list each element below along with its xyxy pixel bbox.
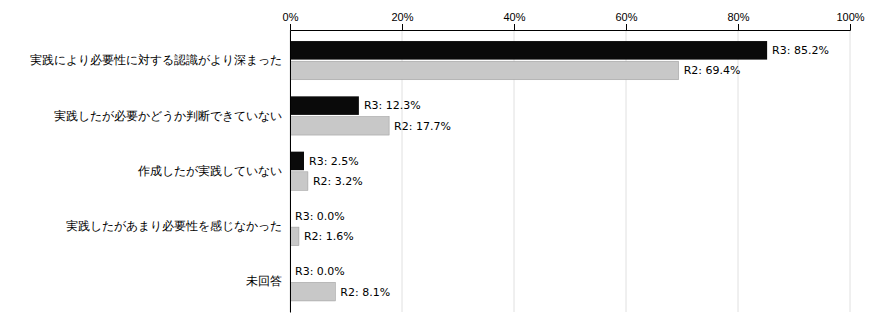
x-tick: 20%	[391, 11, 413, 30]
bar	[290, 96, 359, 115]
data-label: R2: 8.1%	[340, 286, 390, 299]
x-axis: 0% 20% 40% 60% 80% 100%	[283, 11, 865, 31]
data-label: R3: 0.0%	[295, 210, 345, 223]
data-label: R2: 1.6%	[304, 230, 354, 243]
x-tick: 0%	[283, 11, 299, 30]
y-tick: 実践したが必要かどうか判断できていない	[54, 109, 282, 123]
x-tick-mark	[738, 24, 739, 30]
x-tick: 40%	[503, 11, 525, 30]
data-label: R2: 17.7%	[394, 120, 451, 133]
x-tick-label: 0%	[283, 11, 299, 23]
bar	[290, 117, 389, 136]
series	[290, 61, 679, 301]
y-axis-line	[290, 31, 291, 313]
y-axis: 実践により必要性に対する認識がより深まった実践したが必要かどうか判断できていない…	[30, 31, 291, 313]
data-label: R3: 12.3%	[364, 99, 421, 112]
data-label: R3: 2.5%	[309, 155, 359, 168]
x-tick-mark	[626, 24, 627, 30]
y-tick: 未回答	[246, 274, 282, 288]
bar	[290, 227, 299, 246]
data-label: R2: 3.2%	[313, 175, 363, 188]
bar	[290, 61, 679, 80]
data-label: R3: 85.2%	[772, 44, 829, 57]
bar	[290, 152, 304, 171]
y-tick: 実践したがあまり必要性を感じなかった	[66, 219, 282, 233]
x-tick: 60%	[615, 11, 637, 30]
x-tick-label: 100%	[836, 11, 864, 23]
x-tick: 80%	[727, 11, 749, 30]
bar	[290, 172, 308, 191]
plot: R3: 85.2% R3: 12.3% R3: 2.5% R3: 0.0% R3: 0.…	[30, 11, 865, 313]
x-tick-label: 80%	[727, 11, 749, 23]
y-tick-label: 未回答	[246, 274, 282, 288]
y-tick-label: 実践により必要性に対する認識がより深まった	[30, 53, 282, 67]
data-labels: R3: 85.2% R3: 12.3% R3: 2.5% R3: 0.0% R3: 0.…	[295, 44, 829, 298]
grid-line	[850, 30, 851, 312]
x-axis-line	[291, 24, 851, 31]
x-tick-label: 20%	[391, 11, 413, 23]
grid	[290, 30, 850, 312]
data-label: R2: 69.4%	[684, 64, 741, 77]
bars	[290, 41, 767, 301]
y-tick-label: 作成したが実践していない	[137, 164, 282, 178]
x-tick-mark	[402, 24, 403, 30]
y-tick-label: 実践したが必要かどうか判断できていない	[54, 109, 282, 123]
x-tick-mark	[514, 24, 515, 30]
bar	[290, 282, 335, 301]
x-tick-label: 60%	[615, 11, 637, 23]
grid-line	[290, 30, 291, 312]
y-tick-label: 実践したがあまり必要性を感じなかった	[66, 219, 282, 233]
x-tick: 100%	[836, 11, 864, 30]
x-tick-mark	[290, 24, 291, 30]
y-tick: 実践により必要性に対する認識がより深まった	[30, 53, 282, 67]
series	[290, 41, 767, 170]
x-tick-mark	[850, 24, 851, 30]
data-label: R3: 0.0%	[295, 265, 345, 278]
x-tick-label: 40%	[503, 11, 525, 23]
chart: R3: 85.2% R3: 12.3% R3: 2.5% R3: 0.0% R3: 0.…	[0, 0, 890, 326]
y-tick: 作成したが実践していない	[137, 164, 282, 178]
bar	[290, 41, 767, 60]
